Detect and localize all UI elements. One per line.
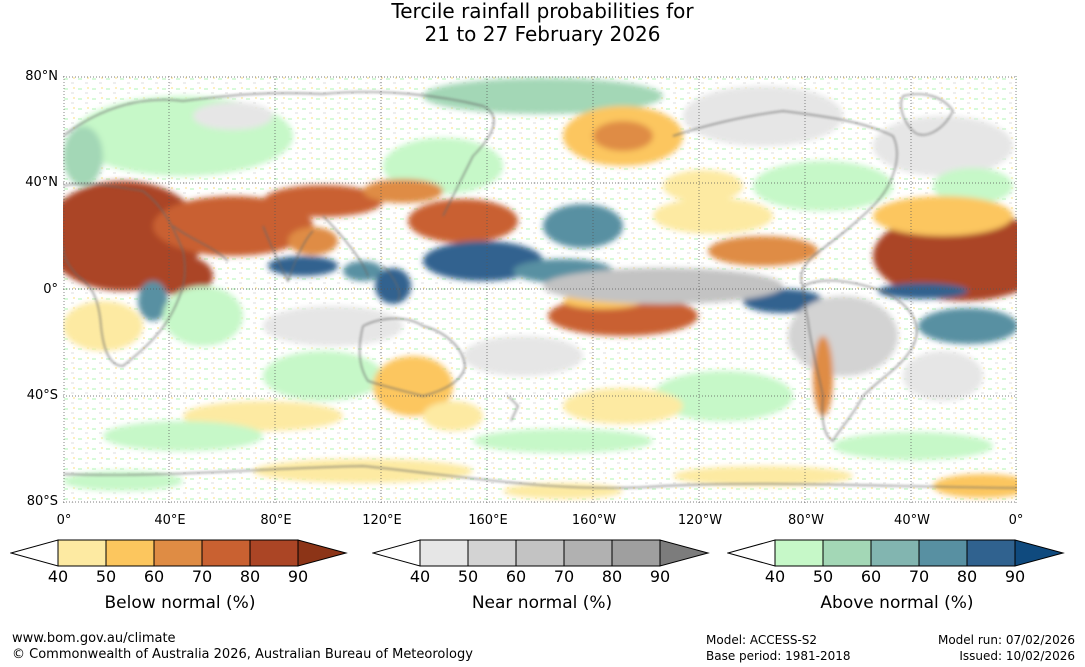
lon-label-0-east: 0° (1008, 513, 1024, 528)
footer-dates: Model run: 07/02/2026 Issued: 10/02/2026 (938, 632, 1075, 664)
lat-label-80s: 80°S (26, 494, 58, 509)
lon-label-80w: 80°W (788, 513, 824, 528)
legend-title-near: Near normal (%) (471, 593, 613, 613)
title-line-1: Tercile rainfall probabilities for (391, 0, 694, 23)
legend-near-normal (372, 538, 712, 568)
colorbar-left-arrow (372, 539, 421, 567)
colorbar-segment (822, 539, 872, 567)
colorbar-right-arrow (659, 539, 710, 567)
colorbar-left-arrow (727, 539, 776, 567)
colorbar-segment (467, 539, 517, 567)
website-link[interactable]: www.bom.gov.au/climate (12, 631, 176, 646)
legend-tick-label: 50 (95, 567, 117, 586)
lon-label-160e: 160°E (468, 513, 508, 528)
legend-tick-label: 70 (191, 567, 213, 586)
colorbar-segment (57, 539, 107, 567)
lon-label-80e: 80°E (260, 513, 292, 528)
lon-label-120w: 120°W (677, 513, 723, 528)
model-name: Model: ACCESS-S2 (706, 633, 818, 647)
footer-model: Model: ACCESS-S2 Base period: 1981-2018 (706, 632, 851, 664)
legend-below-normal (10, 538, 350, 568)
colorbar-segment (774, 539, 824, 567)
title-line-2: 21 to 27 February 2026 (424, 22, 661, 46)
legend-tick-label: 40 (409, 567, 431, 586)
colorbar-segment (563, 539, 613, 567)
colorbar-segment (966, 539, 1016, 567)
model-run-date: Model run: 07/02/2026 (937, 633, 1075, 647)
lat-label-equator: 0° (43, 282, 58, 297)
legend-tick-label: 90 (1004, 567, 1026, 586)
colorbar-above-normal (727, 539, 1065, 567)
legend-tick-label: 40 (764, 567, 786, 586)
colorbar-segment (515, 539, 565, 567)
lon-label-120e: 120°E (362, 513, 402, 528)
graticule (63, 76, 1017, 503)
colorbar-segment (105, 539, 155, 567)
legend-tick-label: 60 (143, 567, 165, 586)
lon-label-160w: 160°W (571, 513, 617, 528)
legend-tick-label: 40 (47, 567, 69, 586)
colorbar-segment (870, 539, 920, 567)
lat-label-40n: 40°N (25, 175, 58, 190)
lat-label-40s: 40°S (26, 388, 58, 403)
legend-tick-label: 50 (812, 567, 834, 586)
lon-label-40e: 40°E (154, 513, 186, 528)
lat-label-80n: 80°N (25, 69, 58, 84)
colorbar-right-arrow (1014, 539, 1065, 567)
legend-tick-label: 60 (860, 567, 882, 586)
colorbar-segment (419, 539, 469, 567)
legend-tick-label: 50 (457, 567, 479, 586)
legend-tick-label: 60 (505, 567, 527, 586)
colorbar-segment (249, 539, 299, 567)
lon-label-40w: 40°W (894, 513, 930, 528)
legend-above-normal (727, 538, 1067, 568)
base-period: Base period: 1981-2018 (706, 649, 851, 663)
colorbar-left-arrow (10, 539, 59, 567)
colorbar-segment (611, 539, 661, 567)
legend-tick-label: 70 (553, 567, 575, 586)
colorbar-below-normal (10, 539, 348, 567)
coastlines (63, 91, 1017, 489)
colorbar-segment (201, 539, 251, 567)
rainfall-probability-map (63, 76, 1017, 503)
lon-label-0: 0° (56, 513, 72, 528)
legend-title-below: Below normal (%) (104, 593, 256, 613)
colorbar-near-normal (372, 539, 710, 567)
map-title: Tercile rainfall probabilities for 21 to… (0, 0, 1085, 46)
legend-tick-label: 90 (649, 567, 671, 586)
legend-tick-label: 80 (601, 567, 623, 586)
issued-date: Issued: 10/02/2026 (959, 649, 1075, 663)
legend-tick-label: 70 (908, 567, 930, 586)
legend-tick-label: 80 (956, 567, 978, 586)
legend-tick-label: 80 (239, 567, 261, 586)
colorbar-segment (918, 539, 968, 567)
colorbar-right-arrow (297, 539, 348, 567)
copyright-text: © Commonwealth of Australia 2026, Austra… (12, 647, 473, 662)
legend-title-above: Above normal (%) (820, 593, 974, 613)
legend-tick-label: 90 (287, 567, 309, 586)
map-shading (63, 78, 1017, 499)
footer-left: www.bom.gov.au/climate © Commonwealth of… (12, 631, 473, 663)
colorbar-segment (153, 539, 203, 567)
